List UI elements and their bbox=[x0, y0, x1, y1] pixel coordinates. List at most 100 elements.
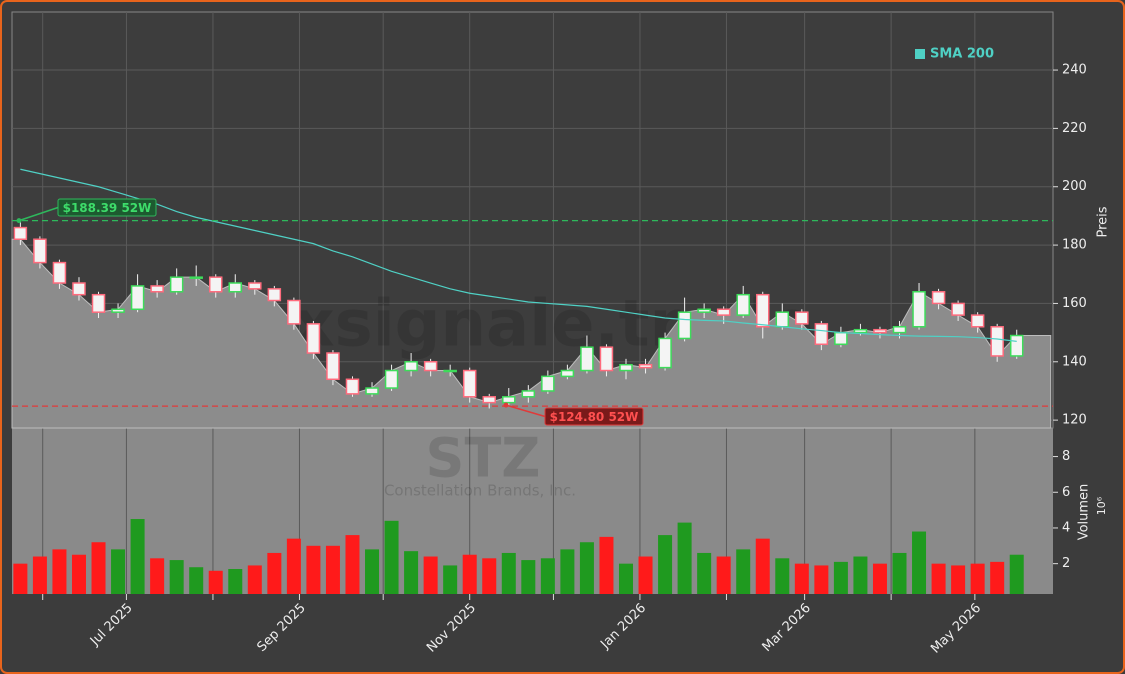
volume-bar bbox=[658, 535, 673, 594]
volume-bar bbox=[579, 542, 594, 594]
annotation-label: $188.39 52W bbox=[63, 201, 152, 215]
volume-bar bbox=[970, 563, 985, 594]
candle-body bbox=[931, 291, 946, 305]
candle-body bbox=[287, 299, 301, 325]
y-tick-label: 6 bbox=[1062, 485, 1070, 500]
y-tick-label: 120 bbox=[1062, 413, 1087, 428]
candle-body bbox=[345, 378, 360, 395]
candle-body bbox=[795, 311, 809, 325]
y-tick-label: 4 bbox=[1062, 520, 1070, 535]
y-tick-label: 140 bbox=[1062, 354, 1087, 369]
candle-body bbox=[1009, 334, 1024, 357]
volume-bar bbox=[853, 556, 868, 594]
candle-body bbox=[541, 375, 555, 392]
volume-bar bbox=[345, 535, 360, 594]
legend-swatch bbox=[915, 49, 925, 59]
candle-body bbox=[599, 346, 614, 372]
watermark: STZ bbox=[426, 427, 541, 490]
candle-body bbox=[560, 369, 575, 378]
candle-body bbox=[423, 361, 438, 372]
volume-bar bbox=[247, 565, 262, 594]
volume-bar bbox=[618, 563, 633, 594]
volume-bar bbox=[1009, 554, 1024, 594]
candle-body bbox=[267, 288, 282, 302]
candle-body bbox=[326, 352, 340, 381]
y-tick-label: 220 bbox=[1062, 121, 1087, 136]
candle-body bbox=[52, 261, 67, 284]
candle-body bbox=[697, 308, 711, 313]
candle-body bbox=[111, 308, 125, 313]
candle-body bbox=[228, 282, 243, 293]
y-tick-label: 2 bbox=[1062, 556, 1070, 571]
y-axis-label: Preis bbox=[1096, 206, 1111, 237]
volume-bar bbox=[286, 538, 301, 594]
candle-body bbox=[130, 285, 145, 311]
candle-body bbox=[189, 276, 203, 279]
volume-bar bbox=[130, 519, 145, 594]
candle-body bbox=[365, 387, 379, 395]
volume-bar bbox=[872, 563, 887, 594]
candle-body bbox=[814, 323, 829, 346]
candle-body bbox=[580, 346, 594, 372]
candle-body bbox=[91, 293, 106, 313]
candle-body bbox=[873, 328, 887, 334]
volume-bar bbox=[697, 552, 712, 594]
volume-bar bbox=[208, 570, 223, 594]
y-tick-label: 200 bbox=[1062, 179, 1087, 194]
volume-bar bbox=[150, 558, 165, 594]
candle-body bbox=[384, 369, 399, 389]
volume-bar bbox=[365, 549, 380, 594]
candle-body bbox=[755, 293, 770, 328]
candle-body bbox=[990, 326, 1004, 357]
volume-bar bbox=[990, 561, 1005, 594]
candle-body bbox=[150, 285, 164, 293]
volume-bar bbox=[325, 545, 340, 594]
y-tick-label: 240 bbox=[1062, 63, 1087, 78]
candle-body bbox=[677, 311, 692, 340]
volume-bar bbox=[794, 563, 809, 594]
candle-body bbox=[248, 282, 262, 290]
candle-body bbox=[619, 363, 633, 372]
volume-bar bbox=[443, 565, 458, 594]
volume-bar bbox=[71, 554, 86, 594]
volume-bar bbox=[833, 561, 848, 594]
watermark-subtitle: Constellation Brands, Inc. bbox=[384, 482, 576, 500]
candle-body bbox=[658, 337, 672, 369]
volume-bar bbox=[501, 552, 516, 594]
volume-bar bbox=[931, 563, 946, 594]
volume-bar bbox=[13, 563, 28, 594]
volume-bar bbox=[462, 554, 477, 594]
candle-body bbox=[306, 323, 321, 354]
volume-bar bbox=[384, 520, 399, 594]
volume-bar bbox=[814, 565, 829, 594]
volume-bar bbox=[951, 565, 966, 594]
volume-bar bbox=[32, 556, 47, 594]
volume-bar bbox=[228, 569, 243, 594]
candle-body bbox=[169, 276, 184, 293]
y-tick-label: 8 bbox=[1062, 449, 1070, 464]
candle-body bbox=[970, 314, 985, 328]
candle-body bbox=[13, 226, 28, 241]
volume-bar bbox=[482, 558, 497, 594]
y-tick-label: 180 bbox=[1062, 238, 1087, 253]
annotation-arrowhead bbox=[16, 218, 22, 224]
annotation-box bbox=[57, 198, 157, 217]
candle-body bbox=[716, 308, 731, 316]
volume-bar bbox=[755, 538, 770, 594]
candle-body bbox=[521, 390, 536, 398]
candle-body bbox=[404, 361, 418, 372]
candle-body bbox=[834, 331, 848, 346]
y-axis-unit: 10⁶ bbox=[1095, 496, 1108, 515]
volume-bar bbox=[912, 531, 927, 594]
volume-bar bbox=[599, 536, 614, 594]
volume-bar bbox=[521, 560, 536, 594]
candle-body bbox=[502, 396, 516, 404]
y-axis-label: Volumen bbox=[1077, 484, 1092, 541]
volume-bar bbox=[189, 567, 204, 594]
candle-body bbox=[443, 369, 457, 373]
volume-bar bbox=[560, 549, 575, 594]
annotation-arrow bbox=[505, 404, 546, 418]
candle-body bbox=[72, 282, 86, 296]
candle-body bbox=[462, 369, 477, 398]
volume-bar bbox=[169, 560, 184, 594]
